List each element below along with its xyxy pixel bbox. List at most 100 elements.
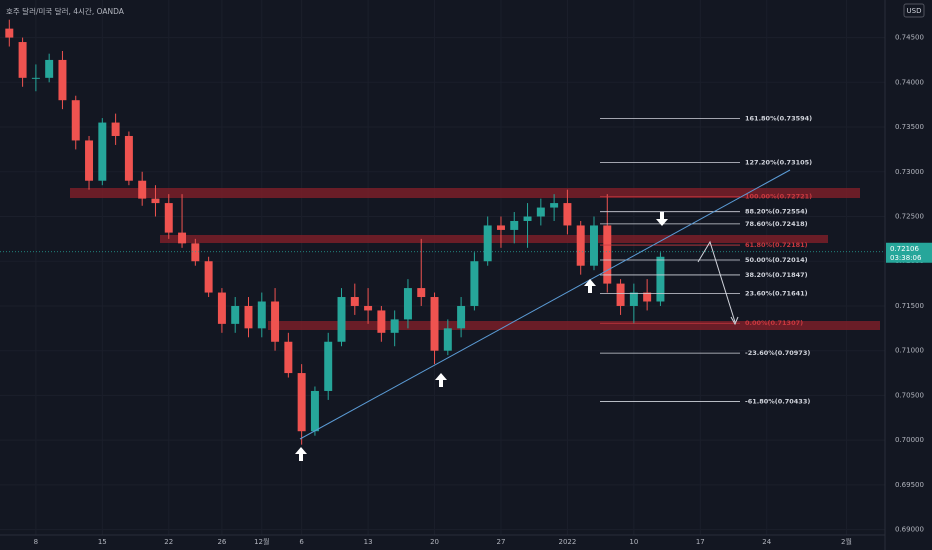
fib-label: 127.20%(0.73105) — [745, 158, 812, 166]
up-arrow — [435, 373, 447, 387]
candle-body — [603, 225, 612, 284]
fib-label: 161.80%(0.73594) — [745, 115, 812, 123]
x-tick-label: 26 — [217, 538, 226, 546]
candle-body — [310, 390, 319, 432]
candle-body — [85, 140, 94, 181]
candle-body — [45, 59, 54, 78]
candle-body — [71, 100, 80, 141]
y-tick-label: 0.71000 — [895, 347, 924, 355]
fib-label: -23.60%(0.70973) — [745, 349, 810, 357]
fib-label: 0.00%(0.71307) — [745, 319, 803, 327]
candle-body — [403, 288, 412, 320]
y-tick-label: 0.73500 — [895, 123, 924, 131]
candle-body — [443, 328, 452, 351]
candle-body — [576, 225, 585, 266]
x-tick-label: 10 — [629, 538, 638, 546]
candle-body — [377, 310, 386, 333]
candle-body — [204, 261, 213, 293]
x-tick-label: 2월 — [841, 537, 852, 546]
candle-body — [58, 59, 67, 101]
y-tick-label: 0.71500 — [895, 302, 924, 310]
y-tick-label: 0.72500 — [895, 213, 924, 221]
y-tick-label: 0.69000 — [895, 526, 924, 534]
chart-title: 호주 달러/미국 달러, 4시간, OANDA — [6, 6, 125, 16]
currency-box — [903, 3, 925, 18]
countdown-label: 03:38:06 — [890, 254, 922, 262]
candle-body — [643, 292, 652, 302]
fib-label: 50.00%(0.72014) — [745, 256, 808, 264]
up-arrow — [584, 279, 596, 293]
candle-body — [656, 256, 665, 302]
candle-body — [550, 203, 559, 208]
candle-body — [563, 203, 572, 226]
projection-path — [697, 240, 736, 323]
candle-body — [124, 135, 133, 181]
resistance-zone — [160, 235, 828, 243]
x-tick-label: 20 — [430, 538, 439, 546]
candle-body — [257, 301, 266, 329]
last-price-label: 0.72106 — [890, 245, 919, 253]
fib-label: 100.00%(0.72721) — [745, 193, 812, 201]
y-tick-label: 0.70500 — [895, 391, 924, 399]
x-tick-label: 27 — [497, 538, 506, 546]
fibonacci: 161.80%(0.73594) 127.20%(0.73105) 100.00%(… — [600, 115, 812, 405]
candle-body — [5, 28, 14, 38]
candle-body — [590, 225, 598, 266]
x-tick-label: 24 — [762, 538, 771, 546]
candle-body — [164, 203, 173, 233]
fib-label: 23.60%(0.71641) — [745, 289, 808, 297]
grid — [0, 0, 885, 535]
candle-body — [18, 42, 27, 78]
candle-body — [244, 305, 253, 329]
candle-body — [271, 301, 280, 342]
x-tick-label: 6 — [299, 538, 304, 546]
x-tick-label: 2022 — [558, 538, 576, 546]
x-tick-label: 13 — [364, 538, 373, 546]
currency: USD — [907, 7, 922, 15]
fib-label: 88.20%(0.72554) — [745, 208, 808, 216]
candle-body — [457, 305, 466, 329]
fib-label: -61.80%(0.70433) — [745, 397, 810, 405]
y-tick-label: 0.70000 — [895, 436, 924, 444]
resistance-zone — [70, 188, 860, 198]
down-arrow — [656, 212, 668, 226]
candle-body — [390, 319, 399, 333]
candle-body — [217, 292, 226, 324]
candle-body — [138, 180, 147, 199]
y-tick-label: 0.69500 — [895, 481, 924, 489]
candle-body — [284, 341, 293, 374]
candle-body — [231, 305, 240, 324]
candle-body — [98, 122, 107, 181]
candle-body — [191, 243, 200, 262]
candle-body — [483, 225, 492, 262]
candle-body — [536, 207, 545, 217]
candle-body — [496, 225, 505, 230]
candle-body — [337, 297, 346, 342]
candle-body — [178, 232, 187, 244]
x-tick-label: 15 — [98, 538, 107, 546]
projection-arrowhead — [730, 316, 739, 326]
candle-body — [297, 373, 306, 432]
fib-label: 38.20%(0.71847) — [745, 271, 808, 279]
candle-body — [470, 261, 479, 306]
candle-body — [111, 122, 120, 136]
last-price-tag — [886, 242, 932, 263]
y-tick-label: 0.74000 — [895, 78, 924, 86]
candle-body — [629, 292, 638, 306]
x-tick-label: 8 — [34, 538, 38, 546]
trend-line — [299, 169, 791, 440]
y-tick-label: 0.74500 — [895, 34, 924, 42]
x-tick-label: 17 — [696, 538, 705, 546]
up-arrow — [295, 447, 307, 461]
candle-body — [616, 283, 625, 306]
x-tick-label: 12월 — [254, 537, 269, 546]
candle-body — [523, 216, 532, 221]
x-tick-label: 22 — [164, 538, 173, 546]
candle-body — [417, 288, 426, 298]
support-zone — [268, 321, 880, 330]
candle-body — [510, 220, 519, 230]
candle-body — [350, 297, 359, 306]
